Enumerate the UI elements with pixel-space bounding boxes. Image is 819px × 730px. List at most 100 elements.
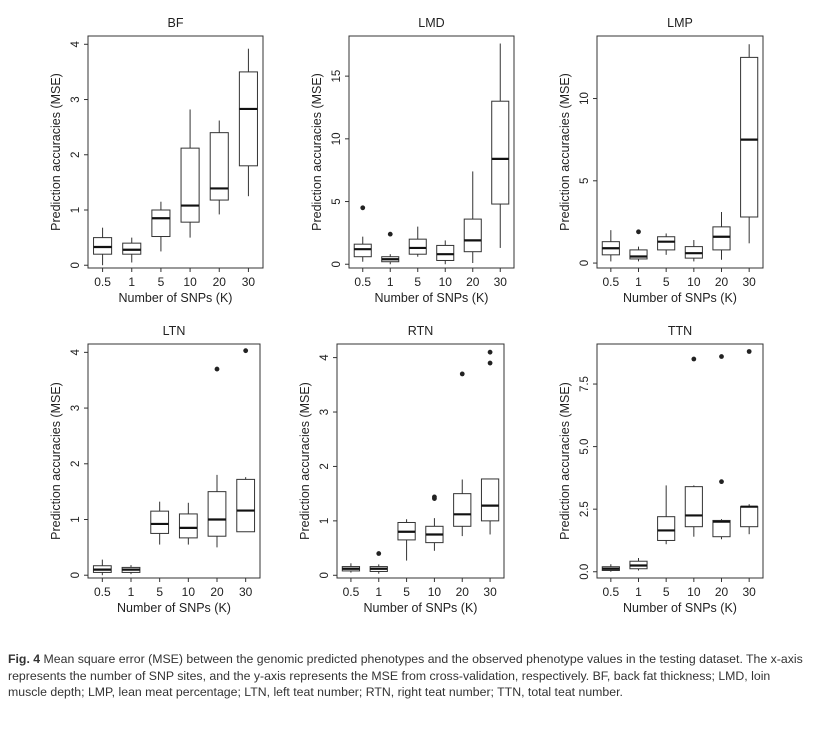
panel-rtn: RTN 0 1 2 3 4 0.5 1 5 10 20 30 Number of SNPs (K) Pre…: [298, 324, 505, 615]
iqr-box: [712, 519, 731, 538]
x-tick-label: 1: [128, 275, 135, 289]
iqr-box: [408, 238, 427, 255]
x-tick-label: 1: [387, 275, 394, 289]
y-tick-label: 2: [70, 461, 82, 467]
outlier-point: [691, 356, 697, 362]
outlier-point: [719, 354, 724, 359]
x-axis-label: Number of SNPs (K): [623, 601, 737, 615]
box-1: [369, 551, 388, 574]
box-1: [122, 237, 142, 263]
outlier-point: [487, 349, 493, 355]
box-0.5: [93, 227, 113, 266]
iqr-box: [740, 506, 759, 528]
box-30: [491, 43, 510, 248]
y-axis-label: Prediction accuracies (MSE): [558, 73, 572, 231]
y-tick-label: 3: [70, 96, 82, 102]
y-tick-label: 0: [579, 260, 591, 266]
iqr-box: [353, 243, 372, 258]
box-0.5: [341, 563, 361, 573]
box-10: [684, 240, 703, 262]
x-tick-label: 0.5: [602, 585, 619, 599]
box-1: [381, 231, 400, 265]
x-tick-label: 5: [158, 275, 165, 289]
outlier-point: [636, 229, 641, 235]
x-tick-label: 10: [687, 585, 701, 599]
box-5: [397, 519, 416, 561]
y-axis-label: Prediction accuracies (MSE): [49, 382, 63, 540]
box-1: [121, 565, 141, 575]
iqr-box: [238, 71, 258, 167]
outlier-point: [459, 371, 465, 377]
outlier-point: [376, 551, 382, 556]
y-tick-label: 2: [319, 463, 331, 469]
iqr-box: [740, 56, 759, 218]
y-tick-label: 1: [70, 516, 82, 522]
outlier-point: [243, 348, 249, 354]
outlier-point: [214, 366, 220, 372]
x-tick-label: 10: [439, 275, 453, 289]
box-20: [207, 366, 227, 548]
x-tick-label: 20: [715, 275, 729, 289]
iqr-box: [712, 226, 731, 251]
y-tick-label: 5.0: [579, 439, 591, 455]
iqr-box: [150, 510, 170, 534]
box-30: [480, 349, 500, 535]
figure-caption: Fig. 4 Mean square error (MSE) between t…: [8, 651, 812, 701]
x-axis-label: Number of SNPs (K): [119, 291, 233, 305]
x-axis-label: Number of SNPs (K): [117, 601, 231, 615]
iqr-box: [491, 100, 510, 205]
x-tick-label: 0.5: [354, 275, 371, 289]
panel-title: RTN: [408, 324, 433, 338]
plot-frame: [596, 343, 764, 579]
iqr-box: [93, 237, 113, 255]
y-tick-label: 1: [70, 207, 82, 213]
caption-label: Fig. 4: [8, 652, 41, 666]
x-tick-label: 10: [687, 275, 701, 289]
outlier-point: [432, 494, 437, 500]
x-tick-label: 1: [128, 585, 135, 599]
y-tick-label: 3: [70, 405, 82, 411]
box-30: [740, 349, 759, 535]
iqr-box: [657, 236, 676, 251]
x-axis-label: Number of SNPs (K): [364, 601, 478, 615]
y-tick-label: 7.5: [579, 376, 591, 392]
box-20: [712, 212, 731, 260]
y-axis-label: Prediction accuracies (MSE): [49, 73, 63, 231]
plot-frame: [87, 343, 261, 579]
box-10: [436, 240, 455, 265]
iqr-box: [480, 478, 500, 522]
outlier-point: [719, 479, 724, 485]
y-axis-label: Prediction accuracies (MSE): [298, 382, 312, 540]
x-axis-label: Number of SNPs (K): [623, 291, 737, 305]
y-tick-label: 4: [70, 40, 82, 47]
box-30: [236, 348, 256, 533]
iqr-box: [151, 209, 171, 238]
panel-title: TTN: [668, 324, 692, 338]
y-tick-label: 0.0: [579, 564, 591, 580]
box-10: [178, 502, 198, 545]
outlier-point: [746, 349, 752, 354]
iqr-box: [463, 218, 482, 253]
x-tick-label: 20: [715, 585, 729, 599]
iqr-box: [453, 493, 472, 527]
y-tick-label: 0: [331, 261, 343, 267]
box-5: [657, 233, 676, 255]
x-tick-label: 30: [742, 585, 756, 599]
y-tick-label: 0: [70, 572, 82, 578]
plot-frame: [596, 35, 764, 269]
box-10: [425, 494, 444, 551]
x-tick-label: 30: [742, 275, 756, 289]
x-tick-label: 1: [635, 275, 642, 289]
panel-title: LTN: [163, 324, 186, 338]
box-20: [712, 354, 731, 540]
x-tick-label: 0.5: [94, 275, 111, 289]
x-tick-label: 30: [494, 275, 508, 289]
outlier-point: [487, 360, 493, 366]
box-30: [238, 48, 258, 197]
box-1: [629, 229, 648, 262]
outlier-point: [387, 231, 393, 237]
x-tick-label: 10: [183, 275, 197, 289]
y-tick-label: 10: [331, 132, 343, 145]
box-5: [151, 201, 171, 252]
